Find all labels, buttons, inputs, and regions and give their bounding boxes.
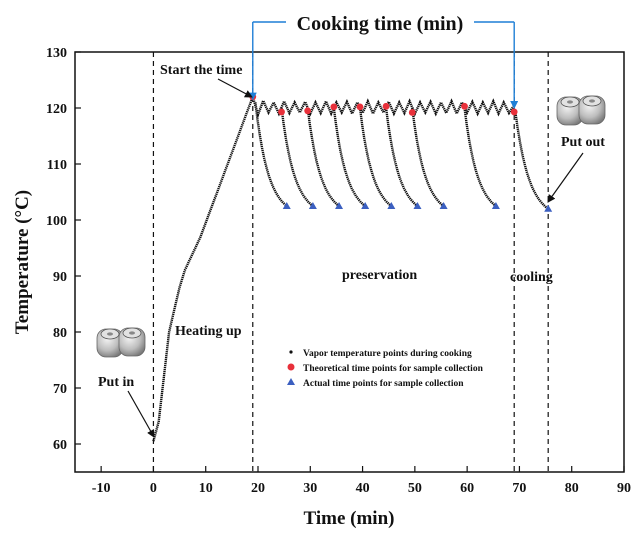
- y-tick-label: 80: [53, 326, 67, 341]
- x-tick-label: 40: [356, 481, 370, 496]
- actual-point: [361, 202, 370, 209]
- x-tick-label: -10: [92, 481, 111, 496]
- y-tick-label: 70: [53, 382, 67, 397]
- can-image-put-out: [556, 95, 606, 126]
- y-axis-title: Temperature (°C): [12, 190, 33, 334]
- x-tick-label: 90: [617, 481, 631, 496]
- annotation-put-out: Put out: [561, 135, 605, 150]
- vapor-cooling-branch: [358, 107, 393, 207]
- vapor-cooling-branch: [463, 107, 497, 207]
- actual-point: [335, 202, 344, 209]
- vapor-cooling-branch: [306, 107, 340, 207]
- vapor-cooling-branch: [280, 107, 314, 207]
- y-tick-label: 130: [46, 46, 67, 61]
- theoretical-point: [510, 108, 518, 116]
- legend-marker-theoretical: [287, 363, 295, 371]
- x-tick-label: 10: [199, 481, 213, 496]
- x-tick-label: 0: [150, 481, 157, 496]
- annotation-start-time: Start the time: [160, 63, 242, 78]
- vapor-heating-curve: [152, 96, 254, 442]
- vapor-cooling-branch: [254, 102, 288, 207]
- theoretical-point: [408, 109, 416, 116]
- theoretical-point: [304, 107, 312, 115]
- theoretical-point: [356, 103, 364, 111]
- actual-point: [544, 204, 553, 212]
- put-out-arrow: [547, 152, 584, 203]
- annotation-heating-up: Heating up: [175, 324, 242, 339]
- y-tick-label: 100: [46, 214, 67, 229]
- phase-boundary-lines: [152, 52, 549, 472]
- legend-label-theoretical: Theoretical time points for sample colle…: [303, 364, 484, 374]
- legend-label-vapor: Vapor temperature points during cooking: [303, 349, 472, 359]
- x-tick-label: 80: [565, 481, 579, 496]
- can-image-put-in: [96, 327, 146, 358]
- vapor-cooling-branch: [332, 107, 366, 207]
- x-tick-label: 20: [251, 481, 265, 496]
- vapor-preservation-curve: [251, 96, 516, 119]
- axis-ticks: -10 0 10 20 30 40 50 60 70 80 90 60 70 80 90 100 110 120 1…: [46, 46, 631, 496]
- start-time-arrow: [217, 78, 253, 98]
- y-tick-label: 60: [53, 438, 67, 453]
- actual-point: [439, 202, 448, 209]
- theoretical-point: [461, 102, 468, 110]
- theoretical-point: [382, 102, 390, 110]
- vapor-cooling-branch: [384, 107, 419, 207]
- actual-point: [413, 202, 422, 209]
- annotation-put-in: Put in: [98, 375, 134, 390]
- y-tick-label: 110: [47, 158, 67, 173]
- y-tick-label: 90: [53, 270, 67, 285]
- legend: Vapor temperature points during cooking …: [287, 349, 484, 389]
- x-axis-title: Time (min): [304, 508, 395, 529]
- cooking-time-bracket: Cooking time (min): [248, 13, 519, 109]
- legend-marker-vapor: [289, 350, 293, 354]
- plot-frame: [74, 51, 625, 473]
- actual-point: [308, 202, 317, 209]
- legend-marker-actual: [287, 378, 295, 385]
- legend-label-actual: Actual time points for sample collection: [303, 379, 464, 389]
- x-tick-label: 60: [460, 481, 474, 496]
- annotation-preservation: preservation: [342, 268, 417, 283]
- annotation-cooling: cooling: [510, 270, 553, 285]
- vapor-cooling-branch: [411, 107, 445, 207]
- cooking-time-header: Cooking time (min): [297, 13, 464, 35]
- actual-point: [282, 202, 291, 209]
- y-tick-label: 120: [46, 102, 67, 117]
- theoretical-point: [278, 108, 285, 116]
- actual-point: [491, 202, 500, 209]
- x-tick-label: 50: [408, 481, 422, 496]
- theoretical-point: [330, 103, 338, 111]
- vapor-cooling-branch: [514, 110, 549, 210]
- x-tick-label: 30: [303, 481, 317, 496]
- put-in-arrow: [127, 390, 155, 438]
- actual-point: [387, 202, 396, 209]
- x-tick-label: 70: [512, 481, 526, 496]
- series-layer: [152, 93, 553, 442]
